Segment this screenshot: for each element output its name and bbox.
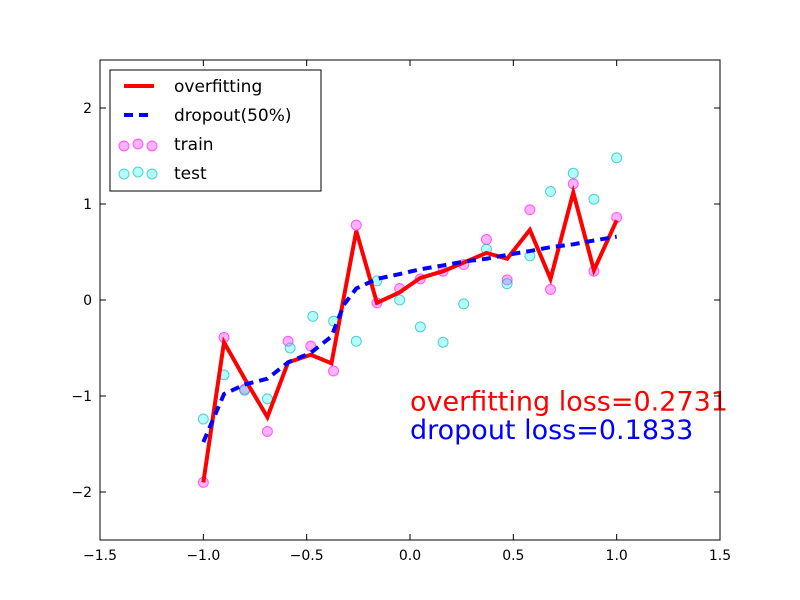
test-point bbox=[567, 167, 579, 179]
legend-train-label: train bbox=[174, 135, 214, 155]
test-point bbox=[437, 336, 449, 348]
legend-train-swatch bbox=[118, 138, 158, 152]
y-tick-label: 1 bbox=[83, 197, 92, 213]
test-point bbox=[611, 152, 623, 164]
train-point bbox=[501, 274, 513, 286]
train-point bbox=[545, 283, 557, 295]
x-tick-label: 0.5 bbox=[502, 548, 524, 564]
legend-test-label: test bbox=[174, 164, 207, 184]
train-point bbox=[261, 426, 273, 438]
test-point bbox=[307, 310, 319, 322]
annotations: overfitting loss=0.2731 dropout loss=0.1… bbox=[410, 386, 728, 446]
y-tick-label: 0 bbox=[83, 293, 92, 309]
dropout-loss-annotation: dropout loss=0.1833 bbox=[410, 415, 693, 446]
legend: overfitting dropout(50%) train test bbox=[109, 69, 322, 192]
train-point bbox=[524, 204, 536, 216]
legend-box bbox=[109, 69, 322, 192]
legend-dropout-label: dropout(50%) bbox=[174, 106, 292, 126]
dropout-line bbox=[201, 234, 617, 443]
train-point bbox=[328, 365, 340, 377]
test-point bbox=[394, 294, 406, 306]
x-tick-label: 1.5 bbox=[709, 548, 731, 564]
train-point bbox=[350, 219, 362, 231]
y-tick-label: 2 bbox=[83, 101, 92, 117]
x-tick-label: 1.0 bbox=[606, 548, 628, 564]
plot-area bbox=[197, 152, 623, 488]
test-point bbox=[197, 413, 209, 425]
test-point bbox=[458, 298, 470, 310]
test-point bbox=[545, 186, 557, 198]
test-point bbox=[414, 321, 426, 333]
x-tick-label: −1.5 bbox=[83, 548, 117, 564]
axes: −1.5 −1.0 −0.5 0.0 0.5 1.0 1.5 2 1 0 −1 −2 bbox=[71, 59, 731, 564]
legend-overfitting-label: overfitting bbox=[174, 77, 262, 97]
train-point bbox=[282, 335, 294, 347]
test-point bbox=[501, 278, 513, 290]
y-tick-label: −1 bbox=[71, 389, 92, 405]
x-tick-label: −1.0 bbox=[186, 548, 220, 564]
overfitting-line bbox=[201, 184, 619, 483]
y-tick-label: −2 bbox=[71, 485, 92, 501]
legend-test-swatch bbox=[118, 166, 158, 180]
test-point bbox=[588, 193, 600, 205]
test-point bbox=[284, 342, 296, 354]
test-point bbox=[350, 335, 362, 347]
overfitting-loss-annotation: overfitting loss=0.2731 bbox=[410, 386, 728, 417]
x-tick-label: 0.0 bbox=[399, 548, 421, 564]
train-point bbox=[480, 234, 492, 246]
x-tick-label: −0.5 bbox=[290, 548, 324, 564]
